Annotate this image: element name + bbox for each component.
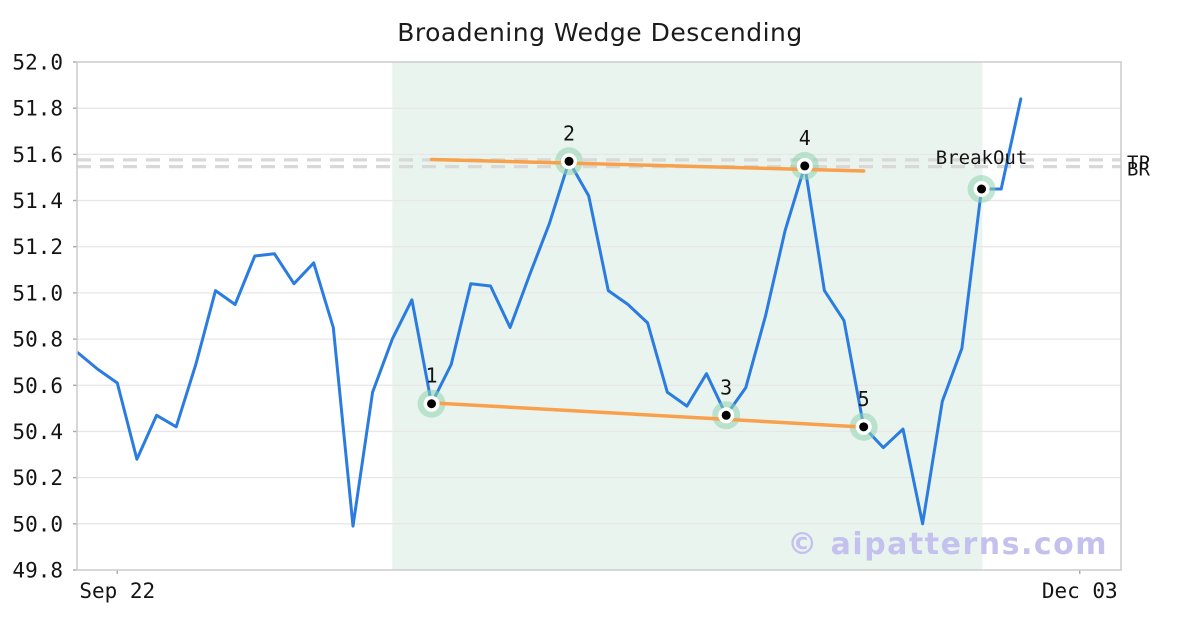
level-label-tp: TP xyxy=(1127,152,1150,174)
y-tick-label: 51.4 xyxy=(12,189,63,213)
pivot-dot xyxy=(800,161,810,171)
level-label-br: BR xyxy=(1127,159,1150,181)
y-tick-label: 49.8 xyxy=(12,559,63,583)
pivot-label-2: 2 xyxy=(563,121,575,145)
pivot-label-3: 3 xyxy=(720,375,732,399)
chart-title: Broadening Wedge Descending xyxy=(397,18,803,47)
pivot-label-1: 1 xyxy=(426,364,438,388)
x-tick-label: Dec 03 xyxy=(1042,579,1118,603)
pivot-label-5: 5 xyxy=(858,387,870,411)
y-tick-label: 50.0 xyxy=(12,512,63,536)
y-tick-label: 51.6 xyxy=(12,143,63,167)
pivot-label-4: 4 xyxy=(799,126,811,150)
pattern-region xyxy=(392,62,983,570)
y-tick-label: 50.6 xyxy=(12,374,63,398)
plot-border xyxy=(76,61,1122,571)
watermark: © aipatterns.com xyxy=(787,527,1108,562)
y-tick-label: 52.0 xyxy=(12,51,63,75)
x-tick-label: Sep 22 xyxy=(79,579,155,603)
y-tick-label: 51.8 xyxy=(12,97,63,121)
y-tick-label: 51.2 xyxy=(12,235,63,259)
y-tick-label: 50.4 xyxy=(12,420,63,444)
pivot-dot xyxy=(721,410,731,420)
pivot-dot xyxy=(427,399,437,409)
pivot-dot xyxy=(977,184,987,194)
resistance-trendline xyxy=(429,157,866,173)
support-trendline xyxy=(429,401,866,429)
breakout-label: BreakOut xyxy=(936,147,1028,169)
pivot-dot xyxy=(859,422,869,432)
y-tick-label: 51.0 xyxy=(12,281,63,305)
pivot-dot xyxy=(564,156,574,166)
y-tick-label: 50.8 xyxy=(12,328,63,352)
y-tick-label: 50.2 xyxy=(12,466,63,490)
